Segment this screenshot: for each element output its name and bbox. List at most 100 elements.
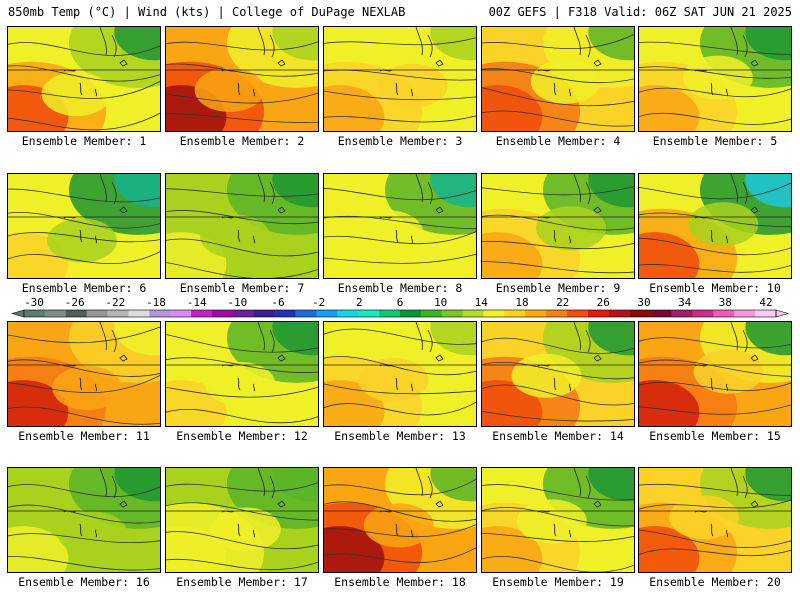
colorbar-swatch bbox=[65, 310, 87, 317]
colorbar-tick-label: -10 bbox=[227, 296, 247, 309]
colorbar-min-arrow bbox=[10, 309, 25, 318]
ensemble-map-panel bbox=[323, 321, 477, 427]
ensemble-map-panel bbox=[481, 321, 635, 427]
map-header-right: 00Z GEFS | F318 Valid: 06Z SAT JUN 21 20… bbox=[488, 5, 792, 19]
temperature-field bbox=[482, 27, 634, 131]
ensemble-map-panel bbox=[165, 467, 319, 573]
temperature-field bbox=[324, 27, 476, 131]
ensemble-member-label: Ensemble Member: 11 bbox=[18, 429, 150, 443]
ensemble-map-panel bbox=[481, 467, 635, 573]
colorbar-tick-label: 2 bbox=[356, 296, 363, 309]
colorbar-swatch bbox=[734, 310, 756, 317]
colorbar-tick-label: -22 bbox=[105, 296, 125, 309]
colorbar-swatch bbox=[525, 310, 547, 317]
ensemble-map-panel bbox=[323, 173, 477, 279]
colorbar-tick-label: -26 bbox=[65, 296, 85, 309]
colorbar-tick-label: 38 bbox=[719, 296, 732, 309]
colorbar-tick-label: 30 bbox=[637, 296, 650, 309]
colorbar-swatch bbox=[295, 310, 317, 317]
temperature-field bbox=[8, 27, 160, 131]
ensemble-map-panel bbox=[165, 321, 319, 427]
colorbar-swatch bbox=[170, 310, 192, 317]
ensemble-member-label: Ensemble Member: 2 bbox=[179, 134, 305, 148]
colorbar-swatch bbox=[316, 310, 338, 317]
colorbar-swatch bbox=[128, 310, 150, 317]
ensemble-member-label: Ensemble Member: 10 bbox=[649, 281, 781, 295]
colorbar-tick-label: 10 bbox=[434, 296, 447, 309]
ensemble-map-panel bbox=[7, 321, 161, 427]
colorbar-swatch bbox=[462, 310, 484, 317]
colorbar-tick-label: -6 bbox=[271, 296, 284, 309]
ensemble-member-label: Ensemble Member: 14 bbox=[492, 429, 624, 443]
ensemble-member-label: Ensemble Member: 13 bbox=[334, 429, 466, 443]
colorbar-max-arrow bbox=[775, 309, 790, 318]
ensemble-map-panel bbox=[638, 173, 792, 279]
colorbar-swatch bbox=[400, 310, 422, 317]
colorbar-swatch bbox=[713, 310, 735, 317]
colorbar-swatch bbox=[253, 310, 275, 317]
ensemble-map-panel bbox=[165, 173, 319, 279]
temperature-colorbar: -30 -26 -22 -18 -14 -10 -6 -2 2 6 10 14 18 22 26 30 34 38… bbox=[10, 296, 790, 318]
temperature-field bbox=[324, 468, 476, 572]
ensemble-member-label: Ensemble Member: 5 bbox=[652, 134, 778, 148]
colorbar-swatch bbox=[24, 310, 46, 317]
ensemble-member-label: Ensemble Member: 18 bbox=[334, 575, 466, 589]
ensemble-member-label: Ensemble Member: 3 bbox=[337, 134, 463, 148]
colorbar-swatch bbox=[274, 310, 296, 317]
colorbar-tick-label: 26 bbox=[597, 296, 610, 309]
ensemble-map-panel bbox=[638, 321, 792, 427]
ensemble-member-label: Ensemble Member: 12 bbox=[176, 429, 308, 443]
colorbar-swatch bbox=[337, 310, 359, 317]
colorbar-swatch bbox=[567, 310, 589, 317]
ensemble-map-panel bbox=[323, 467, 477, 573]
colorbar-swatch bbox=[608, 310, 631, 317]
ensemble-map-panel bbox=[481, 173, 635, 279]
colorbar-tick-label: 34 bbox=[678, 296, 692, 309]
ensemble-map-panel bbox=[323, 26, 477, 132]
colorbar-swatch bbox=[44, 310, 67, 317]
ensemble-map-panel bbox=[7, 26, 161, 132]
temperature-field bbox=[639, 322, 791, 426]
ensemble-map-panel bbox=[7, 467, 161, 573]
temperature-field bbox=[482, 174, 634, 278]
temperature-field bbox=[482, 322, 634, 426]
temperature-field bbox=[8, 174, 160, 278]
ensemble-member-label: Ensemble Member: 17 bbox=[176, 575, 308, 589]
colorbar-swatch bbox=[86, 310, 108, 317]
ensemble-member-label: Ensemble Member: 20 bbox=[649, 575, 781, 589]
colorbar-tick-label: -14 bbox=[187, 296, 207, 309]
ensemble-member-label: Ensemble Member: 6 bbox=[21, 281, 147, 295]
ensemble-member-label: Ensemble Member: 4 bbox=[495, 134, 621, 148]
colorbar-swatch bbox=[588, 310, 610, 317]
colorbar-swatch bbox=[212, 310, 234, 317]
temperature-field bbox=[324, 322, 476, 426]
temperature-field bbox=[639, 27, 791, 131]
colorbar-swatch bbox=[107, 310, 129, 317]
temperature-field bbox=[324, 174, 476, 278]
colorbar-swatch bbox=[629, 310, 651, 317]
colorbar-swatch bbox=[650, 310, 672, 317]
temperature-field bbox=[166, 468, 318, 572]
colorbar-tick-label: 14 bbox=[475, 296, 489, 309]
ensemble-member-label: Ensemble Member: 9 bbox=[495, 281, 621, 295]
map-header-left: 850mb Temp (°C) | Wind (kts) | College o… bbox=[8, 5, 406, 19]
ensemble-member-label: Ensemble Member: 16 bbox=[18, 575, 150, 589]
colorbar-swatch bbox=[546, 310, 568, 317]
colorbar-swatch bbox=[358, 310, 380, 317]
colorbar-tick-label: 18 bbox=[515, 296, 528, 309]
colorbar-swatch bbox=[149, 310, 171, 317]
colorbar-tick-label: -2 bbox=[312, 296, 325, 309]
colorbar-swatch bbox=[379, 310, 401, 317]
colorbar-swatch bbox=[483, 310, 505, 317]
colorbar-swatch bbox=[755, 310, 777, 317]
ensemble-member-label: Ensemble Member: 7 bbox=[179, 281, 305, 295]
colorbar-swatch bbox=[232, 310, 255, 317]
temperature-field bbox=[482, 468, 634, 572]
temperature-field bbox=[8, 468, 160, 572]
ensemble-map-panel bbox=[7, 173, 161, 279]
ensemble-map-panel bbox=[638, 26, 792, 132]
colorbar-swatch bbox=[671, 310, 693, 317]
ensemble-member-label: Ensemble Member: 1 bbox=[21, 134, 147, 148]
ensemble-map-panel bbox=[638, 467, 792, 573]
ensemble-map-panel bbox=[165, 26, 319, 132]
